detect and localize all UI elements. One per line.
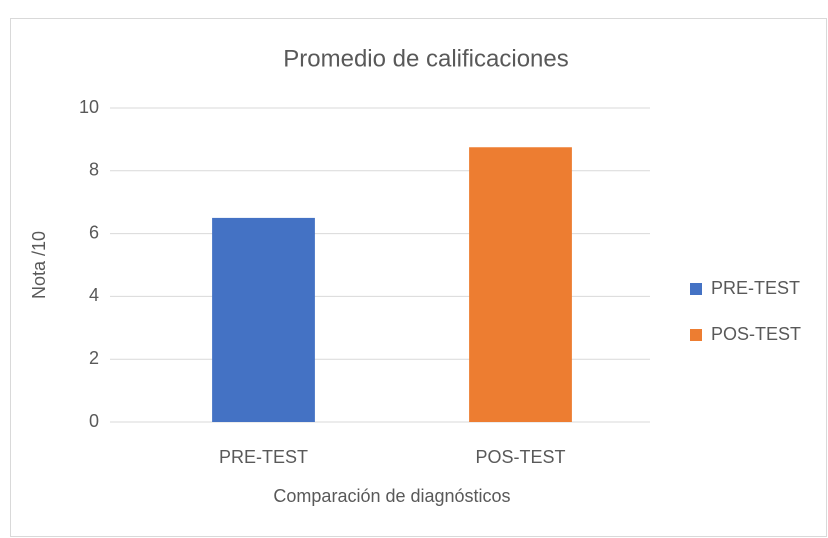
y-tick-label: 8 — [89, 160, 99, 180]
bar — [212, 217, 315, 422]
y-axis-label: Nota /10 — [29, 231, 49, 299]
y-tick-label: 4 — [89, 285, 99, 305]
legend-label: POS-TEST — [711, 324, 801, 344]
y-tick-label: 10 — [79, 97, 99, 117]
x-tick-label: PRE-TEST — [219, 447, 308, 467]
y-tick-label: 0 — [89, 411, 99, 431]
legend-label: PRE-TEST — [711, 278, 800, 298]
chart-border — [10, 18, 827, 537]
chart-title: Promedio de calificaciones — [283, 45, 568, 72]
legend-swatch — [690, 329, 702, 341]
bar — [469, 147, 572, 422]
x-axis-label: Comparación de diagnósticos — [273, 486, 510, 506]
y-tick-label: 6 — [89, 222, 99, 242]
legend-swatch — [690, 283, 702, 295]
y-tick-label: 2 — [89, 348, 99, 368]
x-tick-label: POS-TEST — [475, 447, 565, 467]
